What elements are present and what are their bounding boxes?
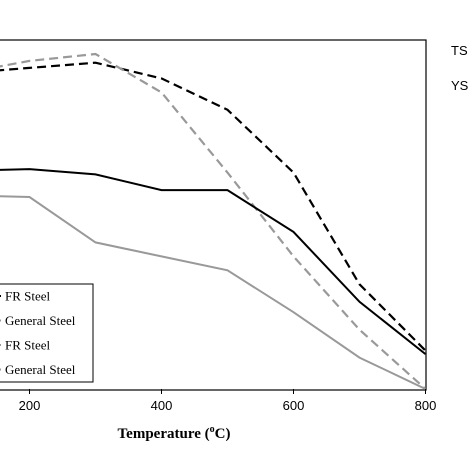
x-axis-title: Temperature (oC) — [118, 424, 231, 442]
x-axis-ticks: 200 400 600 800 — [19, 389, 437, 413]
series-line-ts-fr — [0, 61, 427, 352]
side-label-ys: YS — [451, 78, 469, 93]
x-tick-label-800: 800 — [415, 398, 437, 413]
x-tick-label-200: 200 — [19, 398, 41, 413]
series-line-ys-general — [0, 195, 426, 390]
legend-box — [0, 283, 94, 383]
legend-label: General Steel — [5, 362, 76, 377]
x-tick-label-400: 400 — [151, 398, 173, 413]
series-layer — [0, 52, 427, 390]
legend-label: General Steel — [5, 313, 76, 328]
plot-frame — [0, 39, 427, 391]
series-line-ys-fr — [0, 168, 427, 355]
legend-label: FR Steel — [5, 289, 51, 304]
side-label-ts: TS — [451, 43, 468, 58]
legend-label: FR Steel — [5, 338, 51, 353]
legend: FR Steel General Steel FR Steel General Ste… — [0, 283, 94, 383]
x-tick-label-600: 600 — [283, 398, 305, 413]
series-line-ts-general — [0, 52, 427, 390]
